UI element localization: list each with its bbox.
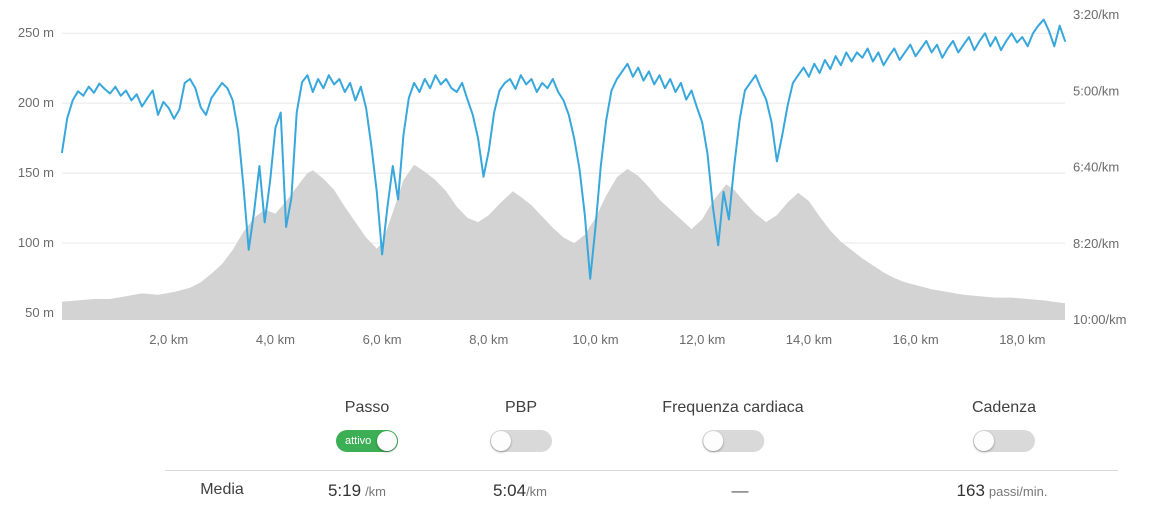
toggle-label-pbp: PBP [504,399,537,416]
y-axis-left-tick: 150 m [18,165,54,180]
pace-line-series [61,18,1066,280]
chart-canvas[interactable]: 50 m 100 m 150 m 200 m 250 m 3:20/km 5:00/km 6:… [0,0,1170,355]
cadence-average-unit: passi/min. [988,484,1048,499]
y-axis-left-tick: 250 m [18,25,54,40]
average-pbp-value: 5:04/km [493,481,547,501]
heart-rate-toggle[interactable] [701,430,764,452]
toggle-knob [491,431,511,451]
summary-divider [165,470,1118,471]
average-heart-rate-value: — [732,481,749,501]
cadence-average: 163 [956,481,985,500]
x-axis-tick: 18,0 km [999,332,1045,347]
toggle-knob [377,431,397,451]
toggle-knob [973,431,994,451]
toggle-label-cadence: Cadenza [971,399,1037,416]
heart-rate-average: — [731,481,749,500]
toggle-state-text: attivo [345,435,372,447]
summary-row-label: Media [200,481,244,498]
y-axis-left-tick: 100 m [18,235,54,250]
toggle-label-heart-rate: Frequenza cardiaca [662,399,804,416]
pace-toggle[interactable]: attivo [336,430,398,452]
average-cadence-value: 163 passi/min. [957,481,1048,501]
x-axis-tick: 2,0 km [149,332,188,347]
toggle-group-pbp: PBP [490,399,552,452]
x-axis-tick: 8,0 km [469,332,508,347]
y-axis-right-tick: 8:20/km [1073,236,1119,251]
y-axis-right-tick: 6:40/km [1073,160,1119,175]
pbp-average: 5:04 [492,481,527,500]
average-pace-value: 5:19/km [328,481,386,501]
x-axis-tick: 6,0 km [363,332,402,347]
x-axis-tick: 4,0 km [256,332,295,347]
toggle-group-pace: Passo attivo [336,399,398,452]
y-axis-right-tick: 10:00/km [1073,312,1126,327]
x-axis-tick: 16,0 km [892,332,938,347]
toggle-group-cadence: Cadenza [972,399,1036,452]
toggle-group-heart-rate: Frequenza cardiaca [662,399,804,452]
pbp-toggle[interactable] [490,430,552,452]
pace-elevation-chart[interactable]: 50 m 100 m 150 m 200 m 250 m 3:20/km 5:00/km 6:… [0,0,1170,355]
cadence-toggle[interactable] [972,430,1035,452]
pace-average-unit: /km [365,484,387,499]
chart-controls: Passo attivo PBP Frequenza cardiaca Cade… [0,355,1170,527]
x-axis-tick: 10,0 km [572,332,618,347]
y-axis-right-tick: 5:00/km [1073,83,1119,98]
y-axis-right-tick: 3:20/km [1073,7,1119,22]
x-axis-tick: 12,0 km [679,332,725,347]
toggle-label-pace: Passo [344,399,390,416]
toggle-knob [702,431,723,451]
pbp-average-unit: /km [526,484,548,499]
elevation-area-series [62,164,1065,320]
x-axis-tick: 14,0 km [786,332,832,347]
pace-average: 5:19 [327,481,362,500]
y-axis-left-tick: 200 m [18,95,54,110]
y-axis-left-tick: 50 m [25,305,54,320]
